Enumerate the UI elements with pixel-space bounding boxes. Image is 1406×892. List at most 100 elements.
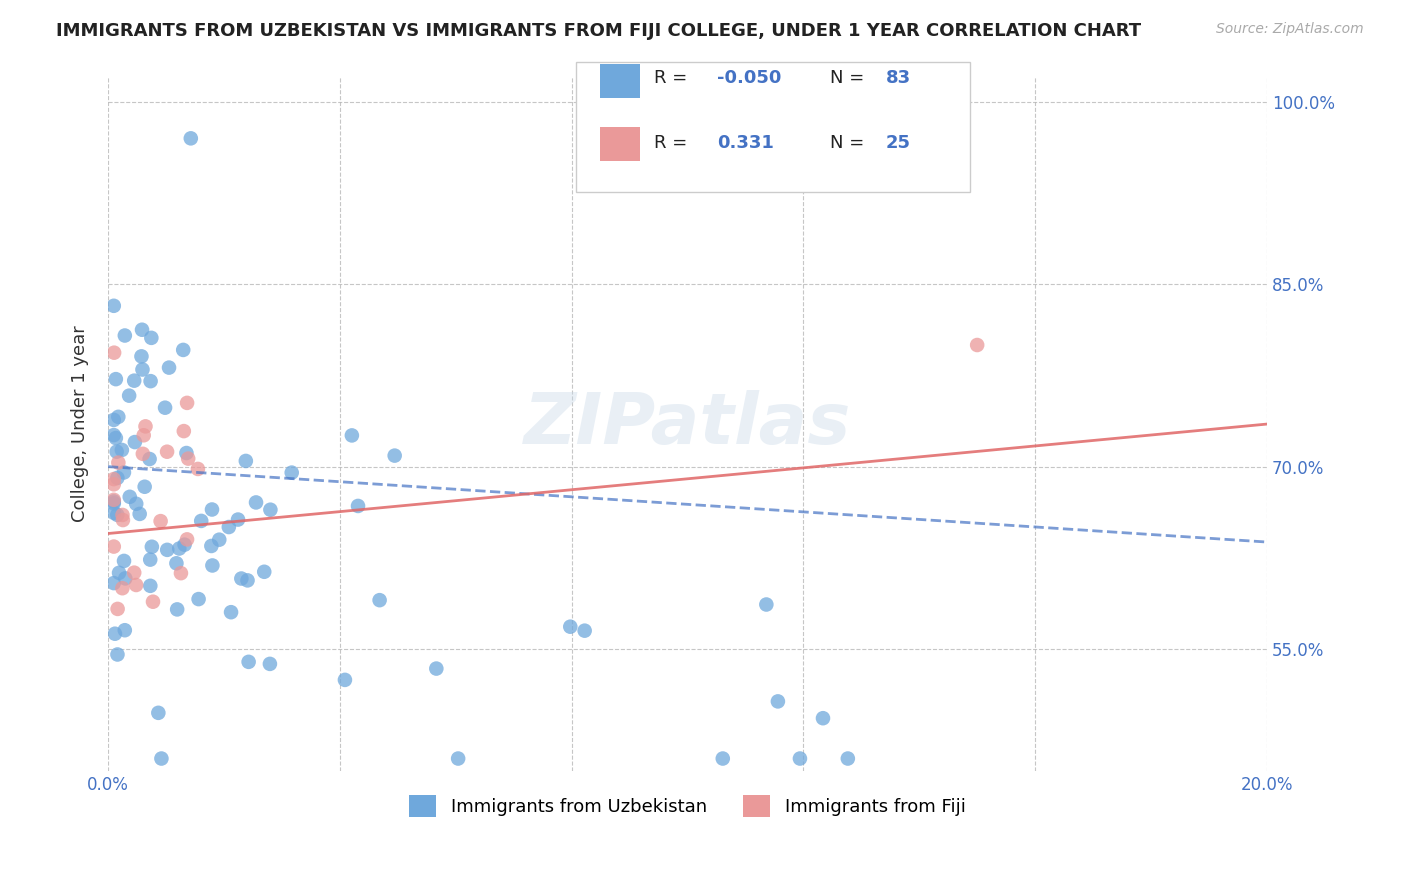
Point xyxy=(125,578,148,592)
Point xyxy=(104,626,127,640)
Point xyxy=(134,480,156,494)
Point xyxy=(245,495,267,509)
Text: R =: R = xyxy=(654,134,688,152)
Point xyxy=(103,496,125,510)
Point xyxy=(118,389,141,403)
Point xyxy=(226,512,249,526)
Point xyxy=(112,466,135,480)
Point xyxy=(103,345,125,359)
Text: N =: N = xyxy=(830,134,863,152)
Point xyxy=(156,542,179,557)
Point xyxy=(384,449,406,463)
Point xyxy=(111,513,134,527)
Text: R =: R = xyxy=(654,69,688,87)
Point xyxy=(111,581,134,595)
Point xyxy=(236,574,259,588)
Point xyxy=(139,552,162,566)
Point xyxy=(104,431,127,445)
Point xyxy=(131,362,153,376)
Point xyxy=(103,477,125,491)
Point xyxy=(107,456,129,470)
Point xyxy=(112,554,135,568)
Text: IMMIGRANTS FROM UZBEKISTAN VS IMMIGRANTS FROM FIJI COLLEGE, UNDER 1 YEAR CORRELA: IMMIGRANTS FROM UZBEKISTAN VS IMMIGRANTS… xyxy=(56,22,1142,40)
Point xyxy=(141,331,163,345)
Point xyxy=(104,372,127,386)
Point xyxy=(103,576,125,591)
Point xyxy=(333,673,356,687)
Point xyxy=(711,751,734,765)
Point xyxy=(148,706,170,720)
Point xyxy=(105,508,128,522)
Point xyxy=(103,299,125,313)
Legend: Immigrants from Uzbekistan, Immigrants from Fiji: Immigrants from Uzbekistan, Immigrants f… xyxy=(402,788,973,824)
Point xyxy=(165,556,187,570)
Point xyxy=(139,579,162,593)
Point xyxy=(108,566,131,580)
Point xyxy=(107,409,129,424)
Point xyxy=(169,541,191,556)
Y-axis label: College, Under 1 year: College, Under 1 year xyxy=(72,326,89,523)
Point xyxy=(107,648,129,662)
Point xyxy=(560,620,582,634)
Point xyxy=(103,413,125,427)
Text: 0.331: 0.331 xyxy=(717,134,773,152)
Point xyxy=(766,694,789,708)
Point xyxy=(103,472,125,486)
Point xyxy=(125,497,148,511)
Point xyxy=(180,131,202,145)
Point xyxy=(789,751,811,765)
Point xyxy=(173,538,195,552)
Point xyxy=(176,396,198,410)
Point xyxy=(166,602,188,616)
Point xyxy=(176,446,198,460)
Text: 25: 25 xyxy=(886,134,911,152)
Point xyxy=(149,514,172,528)
Point xyxy=(139,374,162,388)
Point xyxy=(208,533,231,547)
Point xyxy=(201,558,224,573)
Point xyxy=(368,593,391,607)
Point xyxy=(177,451,200,466)
Point xyxy=(134,419,156,434)
Point xyxy=(122,374,145,388)
Point xyxy=(425,662,447,676)
Text: ZIPatlas: ZIPatlas xyxy=(524,390,851,458)
Point xyxy=(253,565,276,579)
Point xyxy=(259,657,281,671)
Point xyxy=(172,343,194,357)
Point xyxy=(114,328,136,343)
Point xyxy=(153,401,176,415)
Point xyxy=(837,751,859,765)
Point xyxy=(150,751,173,765)
Point xyxy=(118,490,141,504)
Point xyxy=(111,442,134,457)
Point xyxy=(219,605,242,619)
Point xyxy=(131,323,153,337)
Point xyxy=(103,428,125,442)
Point xyxy=(142,595,165,609)
Point xyxy=(176,533,198,547)
Point xyxy=(173,424,195,438)
Point xyxy=(103,540,125,554)
Point xyxy=(231,572,253,586)
Point xyxy=(259,502,281,516)
Point xyxy=(190,514,212,528)
Point xyxy=(107,602,129,616)
Point xyxy=(238,655,260,669)
Text: -0.050: -0.050 xyxy=(717,69,782,87)
Text: Source: ZipAtlas.com: Source: ZipAtlas.com xyxy=(1216,22,1364,37)
Point xyxy=(157,360,180,375)
Point xyxy=(811,711,834,725)
Point xyxy=(122,566,145,580)
Point xyxy=(200,539,222,553)
Point xyxy=(114,624,136,638)
Point xyxy=(156,444,179,458)
Point xyxy=(280,466,302,480)
Point xyxy=(105,444,128,458)
Point xyxy=(103,492,125,507)
Point xyxy=(114,571,136,585)
Point xyxy=(128,507,150,521)
Point xyxy=(235,454,257,468)
Point xyxy=(574,624,596,638)
Point xyxy=(132,447,155,461)
